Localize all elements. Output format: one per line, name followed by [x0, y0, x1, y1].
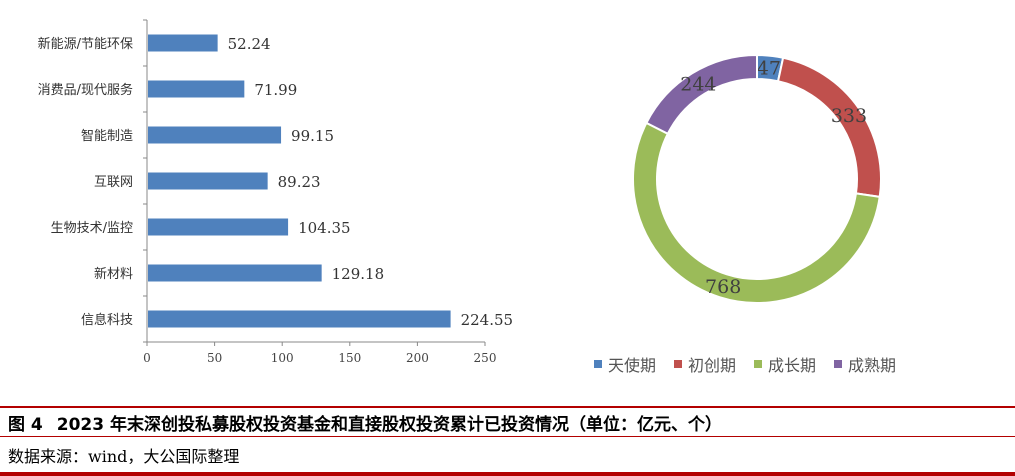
x-tick-label: 200	[406, 351, 429, 365]
legend-label: 初创期	[688, 356, 737, 375]
bar-value-label: 89.23	[278, 173, 321, 191]
bar-value-label: 99.15	[291, 127, 334, 145]
caption-top-rule	[0, 406, 1015, 408]
bar	[148, 126, 282, 144]
legend-label: 天使期	[608, 356, 657, 375]
x-tick-label: 150	[338, 351, 361, 365]
donut-slice	[632, 121, 881, 304]
donut-chart: 47 333 768 244	[632, 53, 882, 304]
legend-swatch	[674, 360, 683, 368]
data-source: 数据来源：wind，大公国际整理	[8, 447, 240, 466]
caption-divider	[0, 436, 1015, 437]
category-label: 信息科技	[81, 312, 133, 328]
slice-value-label: 768	[705, 276, 741, 298]
bar-value-label: 104.35	[298, 219, 351, 237]
legend-swatch	[754, 360, 763, 368]
bar-chart: 0 50 100 150 200 250 新能源/节能环保 52.24 消费品/现代服务 71.9…	[38, 19, 514, 365]
x-tick-label: 0	[143, 351, 151, 365]
caption-bottom-rule	[0, 472, 1015, 476]
category-label: 生物技术/监控	[51, 221, 133, 236]
bar-value-label: 224.55	[461, 311, 514, 329]
category-label: 智能制造	[81, 129, 133, 144]
bar-value-label: 129.18	[332, 265, 385, 283]
figure-number: 图 4	[8, 415, 43, 435]
bar-value-label: 52.24	[228, 35, 271, 53]
x-tick-label: 50	[207, 351, 222, 365]
x-tick-label: 250	[474, 351, 497, 365]
bar-value-label: 71.99	[254, 81, 297, 99]
slice-value-label: 47	[757, 58, 781, 80]
legend-item: 天使期	[594, 352, 656, 376]
figure-caption: 图 4 2023 年末深创投私募股权投资基金和直接股权投资累计已投资情况（单位：亿…	[8, 410, 722, 435]
bar	[148, 34, 218, 52]
slice-value-label: 333	[831, 105, 867, 127]
bar	[148, 264, 322, 282]
legend-swatch	[594, 360, 602, 368]
donut-slice	[776, 56, 882, 198]
legend-item: 初创期	[674, 352, 736, 376]
legend-item: 成长期	[754, 352, 816, 376]
donut-legend: 天使期 初创期 成长期 成熟期	[594, 352, 914, 376]
category-label: 新能源/节能环保	[38, 36, 133, 52]
figure-title: 2023 年末深创投私募股权投资基金和直接股权投资累计已投资情况（单位：亿元、个…	[56, 415, 722, 435]
category-label: 消费品/现代服务	[38, 82, 133, 98]
category-label: 新材料	[94, 266, 133, 282]
bar	[148, 310, 451, 328]
donut-slice	[645, 53, 758, 136]
legend-label: 成长期	[768, 356, 817, 375]
legend-label: 成熟期	[848, 356, 897, 375]
bar	[148, 172, 268, 190]
category-label: 互联网	[94, 175, 133, 190]
legend-item: 成熟期	[834, 352, 896, 376]
bar	[148, 80, 245, 98]
x-tick-label: 100	[271, 351, 294, 365]
legend-swatch	[834, 360, 843, 368]
slice-value-label: 244	[680, 74, 716, 96]
bar	[148, 218, 289, 236]
